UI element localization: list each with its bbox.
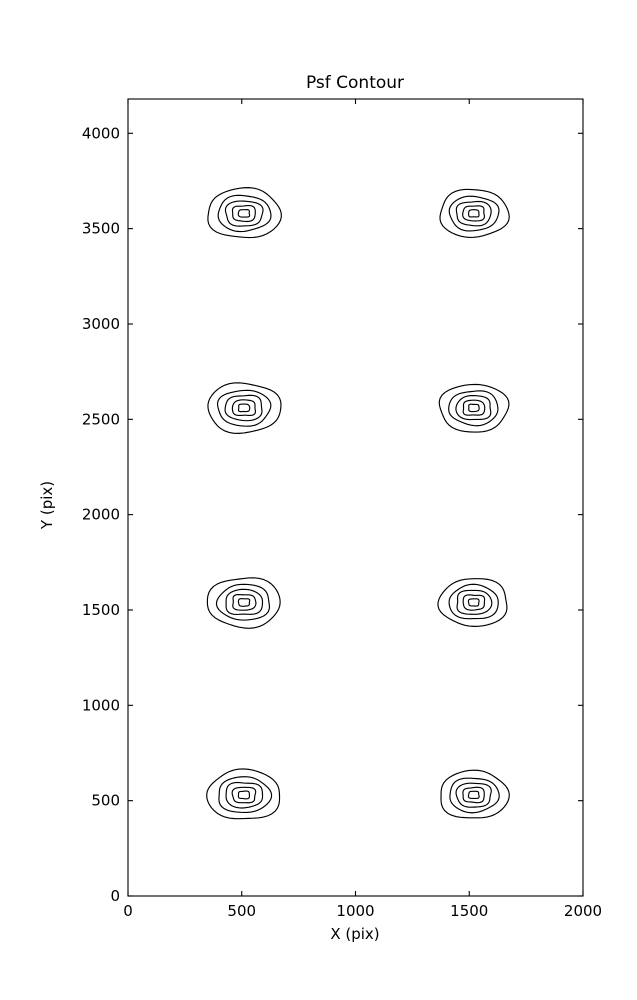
psf-contour-source xyxy=(437,578,508,627)
contour-level xyxy=(448,390,499,427)
contour-level xyxy=(439,188,510,238)
contour-level xyxy=(448,583,499,620)
x-tick-label: 500 xyxy=(227,902,256,920)
contour-level xyxy=(217,194,272,233)
x-tick-label: 1000 xyxy=(336,902,374,920)
contour-level xyxy=(468,209,480,218)
y-tick-label: 4000 xyxy=(82,124,120,142)
y-tick-label: 500 xyxy=(91,792,120,810)
contour-level xyxy=(449,777,500,814)
contour-level xyxy=(455,782,492,808)
contour-level xyxy=(206,577,281,629)
contour-layer xyxy=(206,187,510,820)
contour-level xyxy=(231,204,256,223)
contour-level xyxy=(237,209,251,218)
contour-level xyxy=(448,195,500,232)
contour-level xyxy=(215,583,271,621)
y-tick-label: 3000 xyxy=(82,315,120,333)
y-axis-ticks: 0 500 1000 1500 2000 2500 3000 3500 4000 xyxy=(82,124,583,905)
contour-level xyxy=(224,200,264,227)
x-tick-label: 2000 xyxy=(564,902,602,920)
contour-level xyxy=(224,394,263,422)
psf-contour-source xyxy=(206,768,281,820)
contour-level xyxy=(231,786,257,804)
contour-level xyxy=(455,200,492,227)
contour-level xyxy=(237,403,251,413)
y-tick-label: 0 xyxy=(110,887,120,905)
y-tick-label: 1000 xyxy=(82,696,120,714)
contour-level xyxy=(440,769,510,819)
contour-level xyxy=(462,786,485,804)
contour-level xyxy=(225,781,264,809)
contour-level xyxy=(462,594,486,611)
axes-frame xyxy=(127,98,584,897)
psf-contour-source xyxy=(207,187,282,239)
psf-contour-source xyxy=(207,382,282,434)
contour-level xyxy=(232,593,257,611)
title-group: Psf Contour xyxy=(306,73,404,93)
x-tick-label: 1500 xyxy=(450,902,488,920)
x-axis-label: X (pix) xyxy=(330,925,379,943)
y-tick-label: 2500 xyxy=(82,410,120,428)
page-title: Psf Contour xyxy=(306,73,404,93)
psf-contour-source xyxy=(439,188,510,238)
y-tick-label: 1500 xyxy=(82,601,120,619)
x-axis-ticks: 0 500 1000 1500 2000 xyxy=(123,99,602,920)
x-tick-label: 0 xyxy=(123,902,133,920)
contour-level xyxy=(467,598,480,607)
contour-level xyxy=(237,598,251,607)
contour-level xyxy=(462,399,486,416)
contour-level xyxy=(462,205,486,222)
contour-level xyxy=(438,383,510,433)
y-tick-label: 3500 xyxy=(82,220,120,238)
contour-level xyxy=(467,790,480,800)
axes-spine xyxy=(127,98,584,897)
y-tick-label: 2000 xyxy=(82,506,120,524)
contour-level xyxy=(218,776,273,813)
contour-level xyxy=(216,389,272,427)
psf-contour-source xyxy=(206,577,281,629)
contour-level xyxy=(225,588,264,616)
psf-contour-source xyxy=(438,383,510,433)
contour-level xyxy=(206,768,281,820)
contour-level xyxy=(437,578,508,627)
psf-contour-source xyxy=(440,769,510,819)
contour-level xyxy=(207,187,282,239)
contour-level xyxy=(207,382,282,434)
contour-level xyxy=(231,399,256,417)
contour-level xyxy=(468,403,480,413)
y-axis-label: Y (pix) xyxy=(38,481,56,530)
contour-level xyxy=(455,395,492,421)
contour-level xyxy=(237,790,251,800)
contour-level xyxy=(456,589,493,615)
